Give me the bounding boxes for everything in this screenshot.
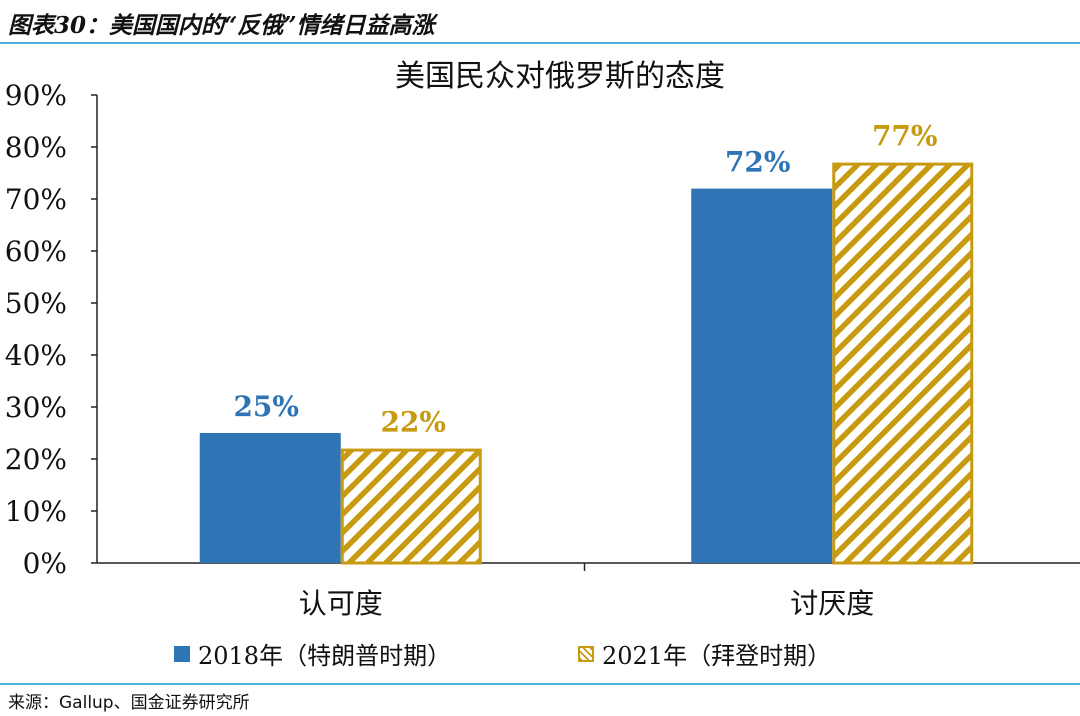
y-tick-label: 50% (5, 287, 67, 320)
bars (199, 162, 974, 565)
x-tick-label: 讨厌度 (790, 587, 874, 620)
figure-title: 图表30：美国国内的“反俄”情绪日益高涨 (8, 12, 435, 39)
bar-2021 (832, 162, 974, 565)
y-tick-label: 10% (5, 495, 67, 528)
bar-2021 (340, 448, 482, 565)
bar-chart: 美国民众对俄罗斯的态度 0% 10% 20% 30% 40% 50% 60% 70% 80% 90… (5, 59, 1080, 620)
source-note: 来源：Gallup、国金证券研究所 (8, 693, 250, 713)
axes: 0% 10% 20% 30% 40% 50% 60% 70% 80% 90% 认可度 讨厌度 (5, 79, 1080, 620)
y-tick-label: 20% (5, 443, 67, 476)
legend-item-2021: 2021年（拜登时期） (578, 636, 831, 671)
y-tick-label: 90% (5, 79, 67, 112)
legend-label-2021: 2021年（拜登时期） (602, 642, 832, 670)
y-tick-label: 40% (5, 339, 67, 372)
bar-2018 (691, 188, 833, 563)
chart-title: 美国民众对俄罗斯的态度 (395, 59, 725, 94)
legend: 2018年（特朗普时期） 2021年（拜登时期） (0, 636, 1080, 676)
legend-swatch-solid (174, 645, 190, 662)
y-tick-label: 80% (5, 131, 67, 164)
y-tick-label: 30% (5, 391, 67, 424)
x-tick-label: 认可度 (299, 587, 383, 620)
y-tick-label: 70% (5, 183, 67, 216)
figure-header: 图表30：美国国内的“反俄”情绪日益高涨 (0, 0, 1080, 46)
data-labels: 25% 72% 22% 77% (233, 120, 937, 439)
y-tick-label: 60% (5, 235, 67, 268)
legend-label-2018: 2018年（特朗普时期） (198, 642, 452, 670)
top-divider (0, 42, 1080, 44)
data-label: 25% (233, 390, 299, 423)
y-tick-label: 0% (23, 547, 67, 580)
bar-2018 (199, 433, 341, 563)
data-label: 22% (380, 406, 446, 439)
legend-item-2018: 2018年（特朗普时期） (174, 636, 451, 671)
legend-swatch-hatched (578, 645, 594, 662)
data-label: 77% (872, 120, 938, 153)
bottom-divider (0, 683, 1080, 685)
data-label: 72% (725, 146, 791, 179)
